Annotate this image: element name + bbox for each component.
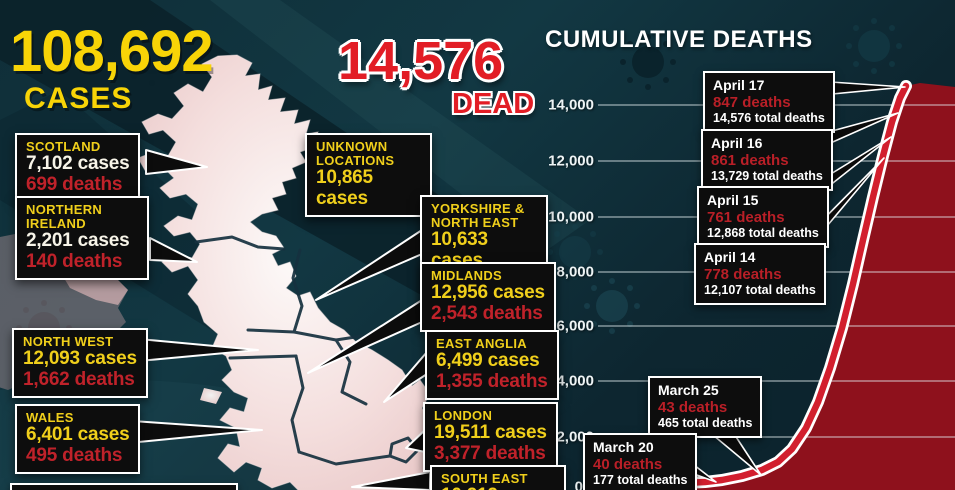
annotation-april-16: April 16 861 deaths 13,729 total deaths (701, 129, 833, 191)
region-name: MIDLANDS (431, 268, 503, 283)
pointer-east-anglia (383, 351, 428, 403)
pointer-yorkshire (315, 229, 423, 301)
region-name: UNKNOWN LOCATIONS (316, 139, 395, 169)
region-name: YORKSHIRE & NORTH EAST (431, 201, 525, 231)
annotation-total-deaths: 12,107 total deaths (704, 283, 816, 298)
pointer-south-east (351, 471, 431, 490)
region-name: WALES (26, 410, 74, 425)
callout-london: LONDON 19,511 cases 3,377 deaths (423, 402, 558, 473)
annotation-april-14: April 14 778 deaths 12,107 total deaths (694, 243, 826, 305)
annotation-total-deaths: 465 total deaths (658, 416, 753, 431)
total-cases-value: 108,692 (10, 19, 214, 84)
annotation-april-17: April 17 847 deaths 14,576 total deaths (703, 71, 835, 133)
callout-north-west: NORTH WEST 12,093 cases 1,662 deaths (12, 328, 148, 399)
callout-south-east: SOUTH EAST 10,919 cases (430, 465, 566, 490)
callout-midlands: MIDLANDS 12,956 cases 2,543 deaths (420, 262, 556, 333)
annotation-date: March 25 (658, 382, 719, 398)
y-tick-6000: 6,000 (556, 317, 594, 335)
callout-wales: WALES 6,401 cases 495 deaths (15, 404, 141, 475)
total-cases-label: CASES (24, 82, 133, 115)
pointer-northern-ireland (149, 237, 198, 263)
y-tick-4000: 4,000 (556, 372, 594, 390)
region-cases: 12,956 cases (431, 282, 545, 304)
region-deaths: 140 deaths (26, 250, 123, 272)
annotation-daily-deaths: 40 deaths (593, 455, 663, 473)
callout-unknown-locations: UNKNOWN LOCATIONS 10,865 cases (305, 133, 432, 218)
region-name: SOUTH EAST (441, 471, 528, 486)
annotation-date: April 14 (704, 249, 756, 265)
total-dead-value: 14,576 (338, 31, 504, 91)
pointer-scotland (145, 149, 208, 175)
annotation-march-20: March 20 40 deaths 177 total deaths (583, 433, 698, 490)
great-britain-shape (137, 54, 453, 490)
region-borders (194, 235, 420, 466)
region-cases: 10,865 cases (316, 167, 373, 209)
region-cases: 2,201 cases (26, 230, 130, 252)
annotation-total-deaths: 14,576 total deaths (713, 111, 825, 126)
annotation-daily-deaths: 761 deaths (707, 208, 785, 226)
annotation-daily-deaths: 861 deaths (711, 151, 789, 169)
region-deaths: 2,543 deaths (431, 302, 543, 324)
annotation-daily-deaths: 43 deaths (658, 398, 728, 416)
region-name: LONDON (434, 408, 493, 423)
region-cases: 19,511 cases (434, 422, 547, 444)
region-cases: 6,401 cases (26, 424, 130, 446)
callout-east-anglia: EAST ANGLIA 6,499 cases 1,355 deaths (425, 330, 559, 401)
region-name: SCOTLAND (26, 139, 101, 154)
region-name: EAST ANGLIA (436, 336, 527, 351)
annotation-date: April 15 (707, 192, 759, 208)
y-tick-14000: 14,000 (548, 96, 594, 114)
annotation-daily-deaths: 847 deaths (713, 93, 791, 111)
deaths-area-fill (597, 83, 955, 490)
annotation-total-deaths: 12,868 total deaths (707, 226, 819, 241)
callout-northern-ireland: NORTHERN IRELAND 2,201 cases 140 deaths (15, 196, 149, 281)
region-name: NORTHERN IRELAND (26, 202, 103, 232)
region-cases: 6,499 cases (436, 350, 540, 372)
total-dead-label: DEAD (452, 88, 535, 120)
y-tick-8000: 8,000 (556, 263, 594, 281)
annotation-april-15: April 15 761 deaths 12,868 total deaths (697, 186, 829, 248)
region-deaths: 1,662 deaths (23, 368, 135, 390)
region-name: NORTH WEST (23, 334, 114, 349)
island-shape (200, 388, 222, 404)
flag-streak-light (210, 0, 590, 255)
region-cases: 12,093 cases (23, 348, 137, 370)
region-cases: 10,919 cases (441, 486, 555, 490)
region-deaths: 699 deaths (26, 173, 123, 195)
region-deaths: 495 deaths (26, 444, 123, 466)
pointer-midlands (307, 299, 423, 374)
y-tick-12000: 12,000 (548, 152, 594, 170)
y-tick-0: 0 (574, 478, 583, 490)
callout-cutoff-bottom-left (10, 483, 238, 490)
annotation-date: April 17 (713, 77, 765, 93)
y-tick-10000: 10,000 (548, 208, 594, 226)
annotation-total-deaths: 177 total deaths (593, 473, 688, 488)
annotation-march-25: March 25 43 deaths 465 total deaths (648, 376, 763, 438)
annotation-date: April 16 (711, 135, 763, 151)
annotation-total-deaths: 13,729 total deaths (711, 169, 823, 184)
chart-title: CUMULATIVE DEATHS (545, 26, 813, 53)
region-deaths: 1,355 deaths (436, 370, 548, 392)
region-deaths: 3,377 deaths (434, 442, 546, 464)
region-cases: 7,102 cases (26, 153, 130, 175)
annotation-date: March 20 (593, 439, 654, 455)
callout-scotland: SCOTLAND 7,102 cases 699 deaths (15, 133, 141, 204)
annotation-daily-deaths: 778 deaths (704, 265, 782, 283)
